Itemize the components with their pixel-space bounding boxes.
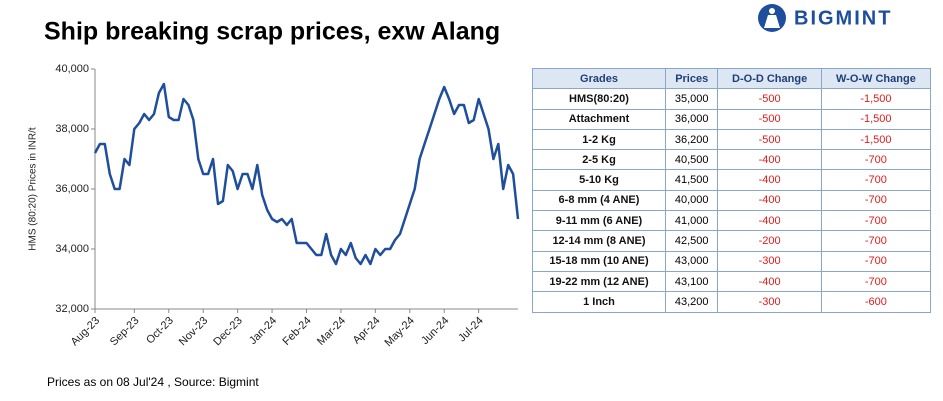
table-header: Grades Prices D-O-D Change W-O-W Change xyxy=(532,67,932,90)
table-cell: -500 xyxy=(717,88,822,110)
table-cell: -500 xyxy=(717,108,822,130)
table-cell: -700 xyxy=(820,189,932,212)
table-cell: -700 xyxy=(820,149,932,171)
logo-text: BIGMINT xyxy=(794,7,892,29)
table-cell: 6-8 mm (4 ANE) xyxy=(532,189,666,212)
table-cell: -1,500 xyxy=(820,108,932,130)
table-cell: -400 xyxy=(717,210,822,232)
table-row: HMS(80:20) 35,000 -500 -1,500 xyxy=(532,88,932,110)
table-cell: 43,200 xyxy=(664,291,719,313)
table-cell: 15-18 mm (10 ANE) xyxy=(532,250,666,272)
y-tick-label: 32,000 xyxy=(55,303,89,315)
x-tick-label: May-24 xyxy=(383,315,417,349)
table-row: 9-11 mm (6 ANE) 41,000 -400 -700 xyxy=(532,210,932,232)
table-cell: 43,000 xyxy=(664,250,719,272)
table-cell: -700 xyxy=(820,250,932,272)
table-cell: -300 xyxy=(717,250,822,272)
table-cell: -1,500 xyxy=(820,88,932,110)
table-row: 19-22 mm (12 ANE) 43,100 -400 -700 xyxy=(532,270,932,293)
table-cell: -600 xyxy=(820,291,932,313)
table-cell: 41,500 xyxy=(664,169,719,191)
y-tick-label: 38,000 xyxy=(55,123,89,135)
column-header: W-O-W Change xyxy=(820,67,932,90)
table-cell: -400 xyxy=(717,149,822,171)
x-tick-label: Apr-24 xyxy=(351,315,383,347)
table-row: 5-10 Kg 41,500 -400 -700 xyxy=(532,169,932,191)
table-row: 1-2 Kg 36,200 -500 -1,500 xyxy=(532,128,932,151)
table-row: 15-18 mm (10 ANE) 43,000 -300 -700 xyxy=(532,250,932,272)
table-cell: 2-5 Kg xyxy=(532,149,666,171)
x-tick-label: Nov-23 xyxy=(177,315,211,349)
table-cell: 1-2 Kg xyxy=(532,128,666,151)
y-axis-label: HMS (80:20) Prices in INR/t xyxy=(28,127,39,251)
table-cell: -700 xyxy=(820,270,932,293)
table-row: 6-8 mm (4 ANE) 40,000 -400 -700 xyxy=(532,189,932,212)
table-cell: 35,000 xyxy=(664,88,719,110)
table-cell: -400 xyxy=(717,270,822,293)
table-cell: -400 xyxy=(717,169,822,191)
x-tick-label: Dec-23 xyxy=(211,315,245,349)
table-cell: 12-14 mm (8 ANE) xyxy=(532,230,666,252)
x-tick-label: Feb-24 xyxy=(281,315,314,348)
footnote: Prices as on 08 Jul'24 , Source: Bigmint xyxy=(47,375,259,389)
table-cell: 5-10 Kg xyxy=(532,169,666,191)
table-cell: 1 Inch xyxy=(532,291,666,313)
table-cell: -1,500 xyxy=(820,128,932,151)
table-cell: -700 xyxy=(820,230,932,252)
table-cell: -500 xyxy=(717,128,822,151)
table-cell: HMS(80:20) xyxy=(532,88,666,110)
table-cell: -700 xyxy=(820,169,932,191)
chart-title: Ship breaking scrap prices, exw Alang xyxy=(44,18,500,46)
table-cell: 36,200 xyxy=(664,128,719,151)
table-row: Attachment 36,000 -500 -1,500 xyxy=(532,108,932,130)
x-tick-label: Jun-24 xyxy=(419,315,451,347)
table-cell: 40,000 xyxy=(664,189,719,212)
column-header: D-O-D Change xyxy=(717,67,822,90)
table-cell: 40,500 xyxy=(664,149,719,171)
x-tick-label: Mar-24 xyxy=(315,315,348,348)
table-cell: 43,100 xyxy=(664,270,719,293)
column-header: Prices xyxy=(664,67,719,90)
table-row: 2-5 Kg 40,500 -400 -700 xyxy=(532,149,932,171)
y-tick-label: 40,000 xyxy=(55,63,89,75)
logo-icon-head xyxy=(769,8,775,14)
table-cell: 36,000 xyxy=(664,108,719,130)
table-cell: -400 xyxy=(717,189,822,212)
x-tick-label: Sep-23 xyxy=(108,315,142,349)
x-tick-label: Aug-23 xyxy=(69,315,103,349)
table-cell: 41,000 xyxy=(664,210,719,232)
table-cell: -200 xyxy=(717,230,822,252)
y-tick-label: 34,000 xyxy=(55,243,89,255)
price-line xyxy=(93,82,520,266)
x-tick-label: Jul-24 xyxy=(456,315,486,345)
table-cell: Attachment xyxy=(532,108,666,130)
table-cell: -300 xyxy=(717,291,822,313)
table-row: 12-14 mm (8 ANE) 42,500 -200 -700 xyxy=(532,230,932,252)
table-cell: -700 xyxy=(820,210,932,232)
table-cell: 9-11 mm (6 ANE) xyxy=(532,210,666,232)
table-cell: 19-22 mm (12 ANE) xyxy=(532,270,666,293)
table-row: 1 Inch 43,200 -300 -600 xyxy=(532,291,932,313)
column-header: Grades xyxy=(532,67,666,90)
table-cell: 42,500 xyxy=(664,230,719,252)
x-tick-label: Jan-24 xyxy=(247,315,279,347)
logo-icon-body xyxy=(764,15,780,28)
logo: BIGMINT xyxy=(758,4,892,32)
price-table: Grades Prices D-O-D Change W-O-W Change HMS(… xyxy=(532,67,932,313)
x-tick-label: Oct-23 xyxy=(144,315,176,347)
y-tick-label: 36,000 xyxy=(55,183,89,195)
